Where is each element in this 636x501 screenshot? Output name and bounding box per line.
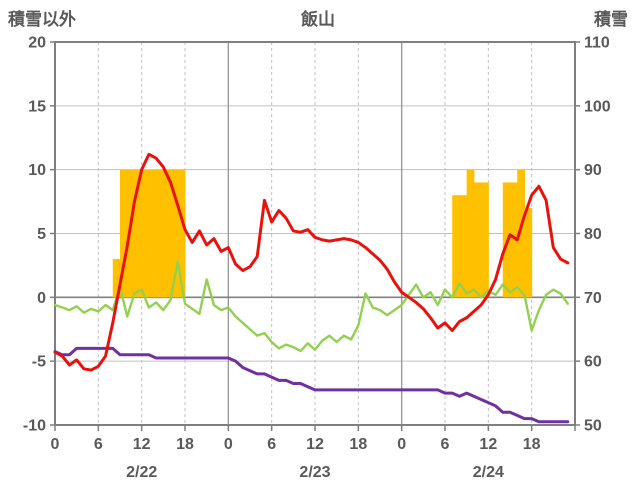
right-axis-tick-label: 70 [584,290,602,307]
left-axis-tick-label: 5 [37,226,46,243]
date-label: 2/23 [299,464,330,481]
orange-bar [134,169,143,298]
orange-bar [112,259,121,298]
orange-bar [459,195,468,298]
left-axis-tick-label: 20 [28,35,46,52]
x-axis-tick-label: 12 [306,436,324,453]
x-axis-tick-label: 0 [397,436,406,453]
right-axis-title: 積雪 [594,10,628,29]
x-axis-tick-label: 12 [133,436,151,453]
x-axis-tick-label: 0 [224,436,233,453]
right-axis-tick-label: 80 [584,226,602,243]
x-axis-tick-label: 6 [94,436,103,453]
orange-bar [517,169,525,298]
x-axis-tick-label: 18 [349,436,367,453]
right-axis-tick-label: 90 [584,162,602,179]
orange-bar [481,182,489,298]
orange-bar [466,169,475,298]
date-label: 2/24 [473,464,504,481]
orange-bar [156,169,164,298]
green-line [53,260,569,353]
right-axis-tick-label: 50 [584,418,602,435]
x-axis-tick-label: 12 [479,436,497,453]
orange-bar [148,169,157,298]
left-axis-tick-label: 15 [28,98,46,115]
x-axis-tick-label: 18 [176,436,194,453]
x-axis-tick-label: 0 [51,436,60,453]
left-axis-tick-label: -10 [23,418,46,435]
orange-bar [163,169,172,298]
orange-bar [177,169,186,298]
x-axis-tick-label: 6 [441,436,450,453]
orange-bar [452,195,460,298]
orange-bar [120,169,128,298]
date-label: 2/22 [126,464,157,481]
orange-bar [141,169,150,298]
purple-line [53,346,570,424]
red-line [53,152,570,372]
orange-bar [510,182,518,298]
right-axis-tick-label: 100 [584,98,611,115]
orange-bar [524,207,533,298]
right-axis-tick-label: 60 [584,354,602,371]
right-axis-tick-label: 110 [584,35,610,52]
left-axis-tick-label: 0 [37,290,46,307]
orange-bar [473,182,482,298]
orange-bar [127,169,135,298]
left-axis-tick-label: -5 [32,354,46,371]
left-axis-tick-label: 10 [28,162,46,179]
x-axis-tick-label: 18 [523,436,541,453]
left-axis-title: 積雪以外 [8,10,76,29]
chart-title: 飯山 [301,10,335,29]
orange-bar [170,169,179,298]
x-axis-tick-label: 6 [267,436,276,453]
